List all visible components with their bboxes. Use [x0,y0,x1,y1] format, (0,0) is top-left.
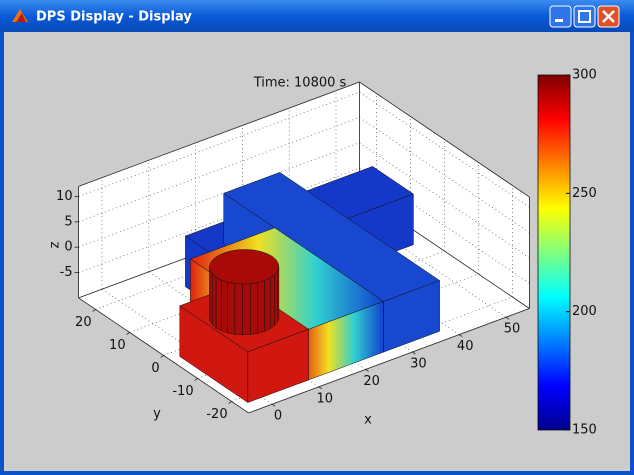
mesh-face [235,284,243,335]
y-axis-label: y [153,407,161,422]
x-tick-label: 0 [274,409,282,424]
x-axis-label: x [364,413,372,428]
mesh-face [270,275,274,329]
mesh-face [265,278,271,331]
colorbar-tick-label: 250 [572,186,597,201]
maximize-button[interactable] [574,6,595,27]
colorbar-tick-label: 200 [572,304,597,319]
mesh-face [212,274,216,328]
mesh-face [228,282,235,334]
mesh-face [221,280,227,333]
y-tick-label: 0 [151,361,159,376]
y-tick-label: -20 [206,407,227,422]
mesh-face [275,271,278,325]
y-tick-label: 20 [75,315,92,330]
mesh-face [216,277,221,331]
x-tick-label: 40 [457,339,474,354]
mesh-face [243,284,251,335]
mesh-face [210,270,212,324]
colorbar-tick-label: 150 [572,423,597,438]
x-tick-label: 20 [363,374,380,389]
close-button[interactable] [598,6,619,27]
z-tick-label: 5 [64,214,72,229]
z-tick-label: 0 [64,240,72,255]
window: DPS Display - Display Time: 10800 s x y … [0,0,634,475]
minimize-button[interactable] [550,6,571,27]
mesh-face [278,267,279,322]
mesh-face [210,250,279,285]
mesh-face [250,283,257,335]
plot-title: Time: 10800 s [253,76,347,91]
colorbar [538,75,570,430]
mesh-cylinder [210,250,279,335]
window-title: DPS Display - Display [36,10,192,25]
x-tick-label: 30 [410,357,427,372]
y-tick-label: -10 [172,384,193,399]
mesh-face [258,281,265,334]
x-tick-label: 10 [317,391,334,406]
z-tick-label: -5 [60,265,73,280]
z-tick-label: 10 [56,189,73,204]
colorbar-tick-label: 300 [572,68,597,83]
x-tick-label: 50 [504,322,521,337]
y-tick-label: 10 [109,338,126,353]
z-axis-label: z [48,241,63,248]
